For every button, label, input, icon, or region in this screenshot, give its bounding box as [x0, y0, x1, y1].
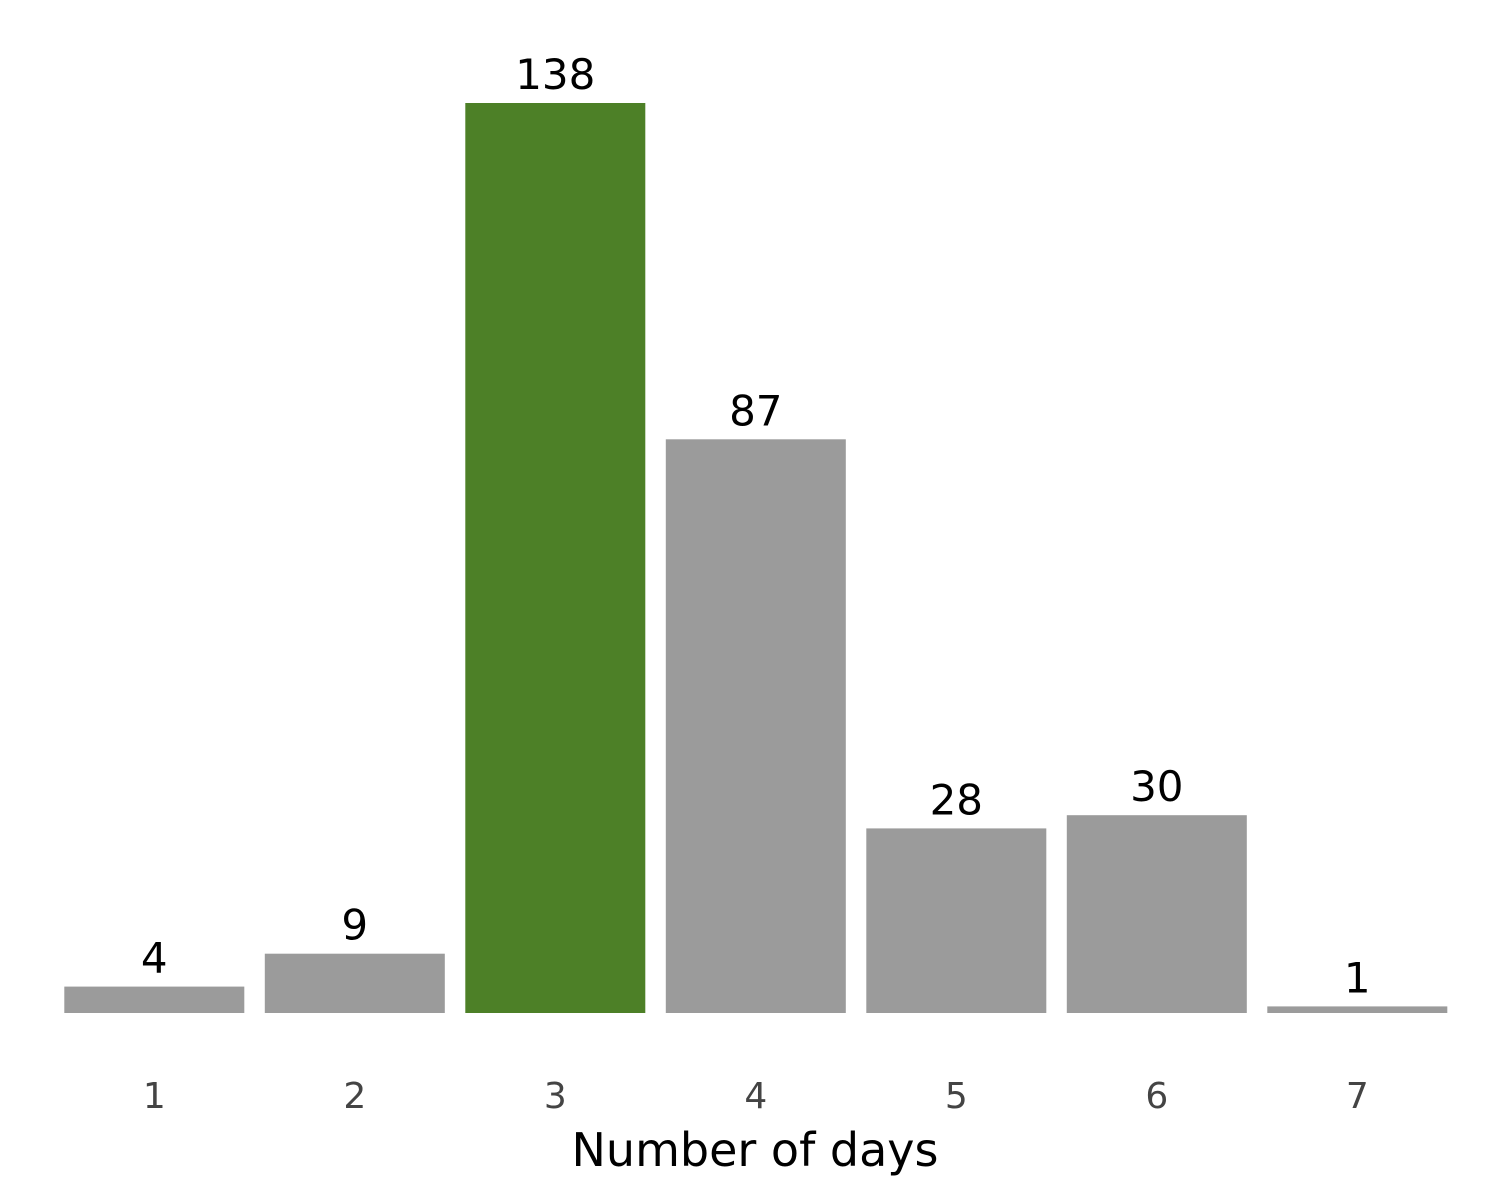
bar-4 — [665, 439, 846, 1013]
value-label-4: 87 — [729, 386, 782, 435]
x-tick-label-7: 7 — [1346, 1076, 1369, 1117]
x-tick-label-5: 5 — [945, 1076, 968, 1117]
bar-1 — [64, 986, 245, 1013]
bar-6 — [1066, 815, 1247, 1013]
bar-7 — [1267, 1006, 1448, 1013]
x-tick-labels-group: 1 2 3 4 5 6 7 — [143, 1076, 1369, 1117]
x-tick-label-3: 3 — [544, 1076, 567, 1117]
value-label-6: 30 — [1130, 762, 1183, 811]
bars-group — [64, 103, 1448, 1013]
bar-2 — [264, 953, 445, 1013]
x-tick-label-2: 2 — [343, 1076, 366, 1117]
value-label-2: 9 — [341, 901, 368, 950]
bar-3 — [465, 103, 646, 1013]
x-tick-label-1: 1 — [143, 1076, 166, 1117]
x-axis-title: Number of days — [572, 1123, 939, 1177]
value-label-7: 1 — [1344, 953, 1371, 1002]
value-label-1: 4 — [141, 934, 168, 983]
x-tick-label-4: 4 — [744, 1076, 767, 1117]
x-tick-label-6: 6 — [1145, 1076, 1168, 1117]
value-label-5: 28 — [930, 775, 983, 824]
value-labels-group: 4 9 138 87 28 30 1 — [141, 50, 1371, 1002]
bar-5 — [866, 828, 1047, 1013]
value-label-3: 138 — [515, 50, 595, 99]
